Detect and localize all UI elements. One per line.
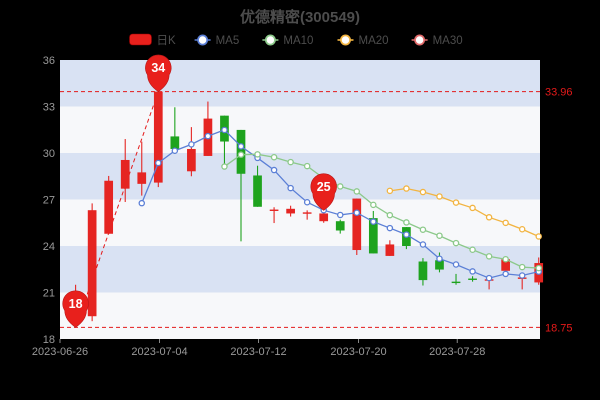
svg-text:18.75: 18.75 xyxy=(545,322,573,334)
svg-text:MA30: MA30 xyxy=(433,35,463,47)
svg-text:21: 21 xyxy=(43,288,55,300)
svg-text:MA5: MA5 xyxy=(216,35,240,47)
svg-text:2023-07-28: 2023-07-28 xyxy=(429,346,485,358)
svg-text:2023-06-26: 2023-06-26 xyxy=(32,346,88,358)
svg-text:34: 34 xyxy=(151,61,165,75)
svg-text:36: 36 xyxy=(43,55,55,67)
svg-text:2023-07-20: 2023-07-20 xyxy=(330,346,386,358)
svg-text:33: 33 xyxy=(43,102,55,114)
svg-text:MA20: MA20 xyxy=(359,35,389,47)
svg-text:27: 27 xyxy=(43,195,55,207)
svg-text:24: 24 xyxy=(43,241,55,253)
svg-text:18: 18 xyxy=(43,334,55,346)
svg-text:33.96: 33.96 xyxy=(545,87,573,99)
svg-text:18: 18 xyxy=(69,297,83,311)
svg-text:30: 30 xyxy=(43,148,55,160)
svg-text:25: 25 xyxy=(317,180,331,194)
svg-text:日K: 日K xyxy=(157,35,176,47)
svg-text:2023-07-04: 2023-07-04 xyxy=(131,346,187,358)
svg-text:MA10: MA10 xyxy=(283,35,313,47)
svg-text:2023-07-12: 2023-07-12 xyxy=(230,346,286,358)
